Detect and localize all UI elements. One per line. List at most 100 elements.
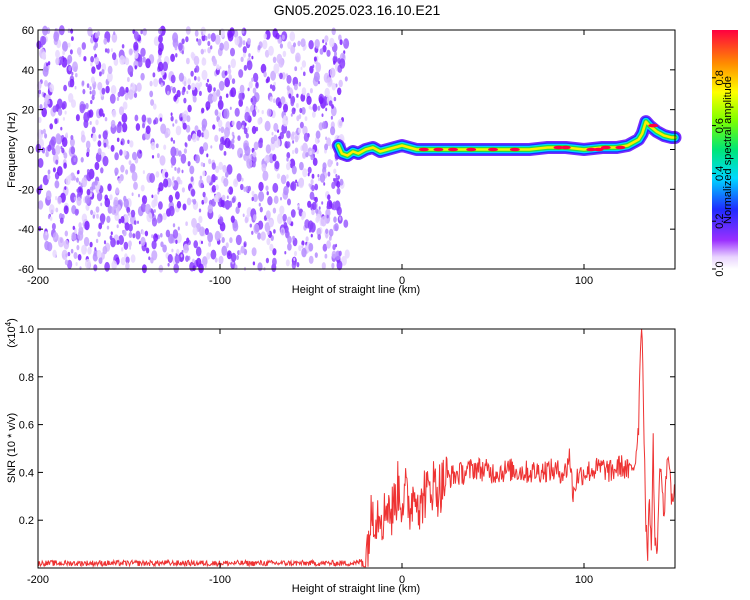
noise-blob — [216, 64, 220, 71]
noise-blob — [309, 88, 313, 94]
noise-blob — [69, 78, 75, 88]
noise-blob — [178, 150, 182, 157]
noise-blob — [144, 230, 149, 237]
noise-blob — [286, 216, 292, 225]
noise-blob — [165, 229, 171, 238]
noise-blob — [107, 183, 112, 192]
noise-blob — [136, 82, 142, 92]
noise-blob — [117, 91, 121, 98]
noise-blob — [151, 199, 156, 208]
noise-blob — [192, 226, 198, 236]
noise-blob — [172, 86, 177, 94]
noise-blob — [244, 145, 251, 156]
noise-blob — [334, 51, 337, 57]
noise-blob — [103, 38, 108, 45]
noise-blob — [309, 65, 314, 74]
noise-blob — [286, 174, 289, 179]
noise-blob — [39, 104, 43, 110]
noise-blob — [44, 133, 48, 139]
noise-blob — [181, 169, 184, 174]
noise-blob — [238, 92, 243, 101]
noise-blob — [98, 257, 103, 264]
noise-blob — [228, 200, 233, 208]
x-tick-label: 0 — [399, 574, 405, 586]
noise-blob — [176, 167, 181, 174]
noise-blob — [336, 206, 342, 216]
noise-blob — [100, 167, 104, 174]
noise-blob — [109, 194, 113, 201]
noise-blob — [125, 86, 129, 93]
noise-blob — [52, 105, 57, 113]
noise-blob — [242, 46, 247, 54]
noise-blob — [196, 136, 200, 141]
noise-blob — [210, 145, 213, 149]
noise-blob — [284, 251, 287, 255]
noise-blob — [259, 206, 263, 213]
noise-blob — [235, 206, 240, 214]
noise-blob — [77, 253, 82, 261]
noise-blob — [319, 48, 324, 55]
noise-blob — [170, 86, 173, 91]
noise-blob — [167, 254, 173, 263]
noise-blob — [286, 130, 291, 139]
noise-blob — [171, 181, 175, 187]
noise-blob — [238, 69, 244, 78]
noise-blob — [90, 61, 93, 67]
noise-blob — [266, 238, 271, 246]
noise-blob — [302, 142, 308, 153]
noise-blob — [294, 66, 298, 72]
noise-blob — [67, 259, 73, 269]
noise-blob — [225, 171, 229, 178]
noise-blob — [102, 113, 105, 118]
noise-blob — [232, 135, 235, 139]
noise-blob — [150, 257, 154, 264]
noise-blob — [71, 36, 74, 41]
noise-blob — [123, 214, 129, 223]
noise-blob — [213, 194, 219, 203]
noise-blob — [164, 171, 169, 178]
noise-blob — [269, 219, 274, 228]
noise-blob — [142, 170, 145, 175]
noise-blob — [310, 154, 314, 161]
noise-blob — [121, 44, 125, 49]
noise-blob — [241, 92, 245, 99]
noise-blob — [218, 161, 223, 170]
noise-blob — [64, 259, 69, 266]
noise-blob — [335, 225, 339, 232]
noise-blob — [74, 228, 77, 235]
noise-blob — [125, 262, 130, 270]
noise-blob — [121, 113, 128, 123]
snr-y-multiplier-base: (x10 — [6, 326, 18, 347]
noise-blob — [291, 261, 297, 270]
noise-blob — [199, 226, 205, 237]
noise-blob — [68, 65, 72, 72]
noise-blob — [215, 184, 219, 191]
noise-blob — [162, 212, 167, 221]
noise-blob — [338, 79, 343, 88]
noise-blob — [325, 233, 329, 239]
noise-blob — [301, 87, 307, 96]
noise-blob — [216, 89, 221, 97]
noise-blob — [129, 163, 136, 174]
noise-blob — [241, 177, 244, 182]
noise-blob — [214, 253, 216, 258]
noise-blob — [247, 87, 250, 92]
noise-blob — [155, 143, 159, 149]
noise-blob — [316, 213, 321, 222]
noise-blob — [222, 164, 227, 173]
noise-blob — [183, 97, 187, 104]
noise-blob — [298, 245, 302, 252]
noise-blob — [315, 62, 322, 73]
noise-blob — [247, 185, 251, 192]
noise-blob — [110, 144, 115, 152]
noise-blob — [257, 117, 262, 125]
noise-blob — [47, 61, 51, 66]
ridge-hotspot — [509, 147, 520, 152]
noise-blob — [128, 223, 133, 232]
noise-blob — [170, 112, 173, 116]
noise-blob — [111, 260, 117, 271]
noise-blob — [300, 93, 306, 102]
noise-blob — [258, 191, 265, 202]
noise-blob — [233, 29, 239, 38]
noise-blob — [158, 27, 162, 35]
